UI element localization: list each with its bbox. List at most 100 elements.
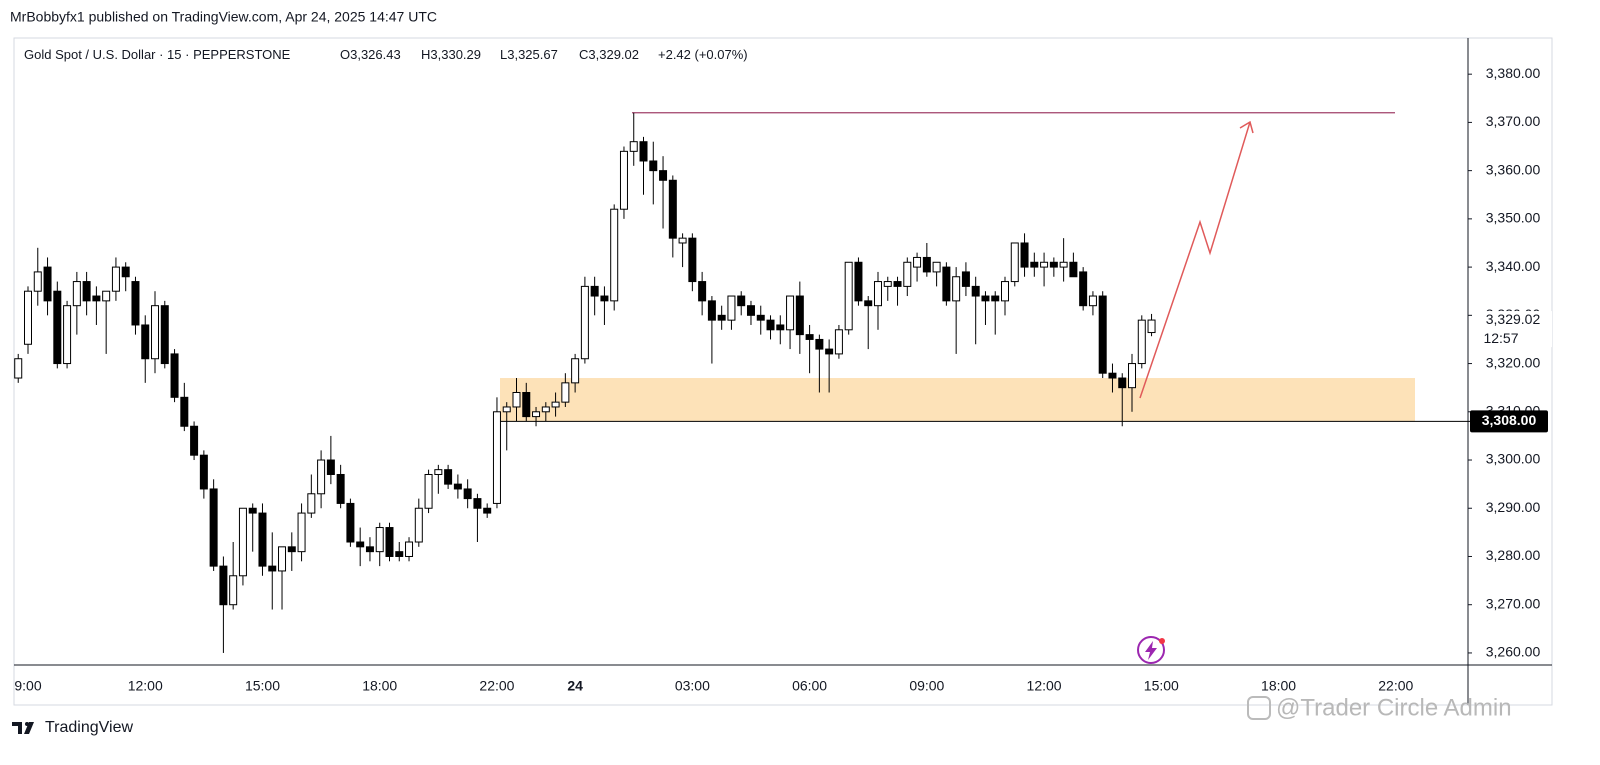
candle-body bbox=[1088, 295, 1097, 307]
candle-body bbox=[1059, 261, 1068, 268]
candle-body bbox=[453, 483, 462, 490]
candle-body bbox=[590, 285, 599, 297]
candle-body bbox=[786, 295, 795, 331]
candle-body bbox=[942, 266, 951, 302]
icon-bolt bbox=[1145, 641, 1157, 660]
lightning-icon bbox=[1137, 636, 1165, 664]
y-tick-label: 3,380.00 bbox=[1486, 65, 1541, 81]
candle-body bbox=[336, 473, 345, 504]
candle-body bbox=[444, 469, 453, 485]
candle-body bbox=[961, 271, 970, 287]
candle-body bbox=[1069, 261, 1078, 278]
candle-body bbox=[1108, 372, 1117, 379]
candle-body bbox=[522, 391, 531, 418]
candle-body bbox=[170, 353, 179, 398]
candle-body bbox=[258, 512, 267, 567]
candle-body bbox=[678, 237, 687, 244]
candle-body bbox=[913, 256, 922, 268]
candle-body bbox=[756, 314, 765, 321]
candle-body bbox=[473, 498, 482, 509]
y-tick-label: 3,300.00 bbox=[1486, 451, 1541, 467]
candle-body bbox=[981, 295, 990, 302]
candle-body bbox=[463, 488, 472, 500]
candle-body bbox=[1001, 281, 1009, 302]
candle-body bbox=[229, 575, 238, 606]
x-tick-label: 18:00 bbox=[1261, 678, 1296, 694]
candle-body bbox=[405, 541, 414, 557]
candle-body bbox=[580, 285, 589, 360]
candle-body bbox=[707, 300, 716, 321]
candle-body bbox=[825, 348, 834, 355]
candle-body bbox=[1137, 319, 1146, 365]
candle-body bbox=[619, 150, 628, 210]
candle-body bbox=[414, 507, 423, 543]
last-price-bg bbox=[1476, 311, 1552, 348]
candle-body bbox=[121, 266, 130, 278]
candle-body bbox=[160, 305, 169, 365]
legend-close: C3,329.02 bbox=[579, 47, 639, 62]
candle-body bbox=[932, 261, 941, 273]
candle-body bbox=[141, 324, 150, 360]
x-tick-label: 22:00 bbox=[479, 678, 514, 694]
candle-body bbox=[1010, 242, 1019, 283]
candle-body bbox=[903, 261, 912, 287]
candle-body bbox=[541, 406, 550, 413]
candle-body bbox=[317, 459, 326, 495]
x-tick-label: 12:00 bbox=[128, 678, 163, 694]
candle-body bbox=[219, 565, 228, 606]
y-tick-label: 3,350.00 bbox=[1486, 210, 1541, 226]
y-tick-label: 3,370.00 bbox=[1486, 113, 1541, 129]
x-tick-label: 22:00 bbox=[1378, 678, 1413, 694]
y-tick-label: 3,270.00 bbox=[1486, 595, 1541, 611]
brand-logo bbox=[12, 722, 34, 734]
candle-body bbox=[385, 527, 394, 557]
candle-body bbox=[805, 334, 814, 340]
watermark: @Trader Circle Admin bbox=[1276, 694, 1512, 721]
y-tick-label: 3,260.00 bbox=[1486, 644, 1541, 660]
candle-body bbox=[72, 281, 81, 307]
candle-body bbox=[434, 469, 443, 475]
watermark-icon-box bbox=[1247, 696, 1271, 720]
candle-body bbox=[199, 454, 208, 490]
level-price-label: 3,308.00 bbox=[1482, 412, 1537, 428]
candle-body bbox=[600, 295, 609, 302]
candle-body bbox=[248, 507, 257, 514]
candle-body bbox=[776, 324, 785, 331]
candle-body bbox=[512, 391, 521, 408]
candle-body bbox=[1020, 242, 1029, 268]
candle-body bbox=[883, 281, 892, 287]
legend-low: L3,325.67 bbox=[500, 47, 558, 62]
candle-body bbox=[1079, 271, 1088, 307]
candle-body bbox=[502, 406, 511, 413]
candle-body bbox=[1049, 261, 1058, 268]
candle-body bbox=[551, 401, 560, 408]
y-tick-label: 3,280.00 bbox=[1486, 547, 1541, 563]
candle-body bbox=[24, 290, 32, 345]
candle-body bbox=[766, 319, 775, 331]
candle-body bbox=[190, 425, 199, 456]
x-tick-label: 15:00 bbox=[245, 678, 280, 694]
candle-body bbox=[92, 295, 101, 302]
candle-body bbox=[952, 276, 961, 302]
x-tick-label: 06:00 bbox=[792, 678, 827, 694]
plot-area bbox=[14, 112, 1470, 653]
watermark-icon bbox=[1247, 696, 1271, 720]
candle-body bbox=[854, 261, 863, 302]
x-tick-label: 15:00 bbox=[1144, 678, 1179, 694]
candle-body bbox=[326, 459, 335, 475]
candle-body bbox=[297, 512, 306, 553]
y-tick-label: 3,340.00 bbox=[1486, 258, 1541, 274]
candle-body bbox=[395, 551, 404, 557]
candle-body bbox=[278, 546, 287, 572]
candle-body bbox=[815, 338, 824, 350]
candle-body bbox=[629, 141, 638, 152]
countdown-label: 12:57 bbox=[1483, 330, 1518, 346]
candle-body bbox=[53, 290, 62, 365]
y-tick-label: 3,290.00 bbox=[1486, 499, 1541, 515]
candle-body bbox=[287, 546, 296, 553]
candle-body bbox=[864, 300, 873, 307]
candle-body bbox=[717, 314, 726, 321]
candle-body bbox=[698, 281, 707, 302]
